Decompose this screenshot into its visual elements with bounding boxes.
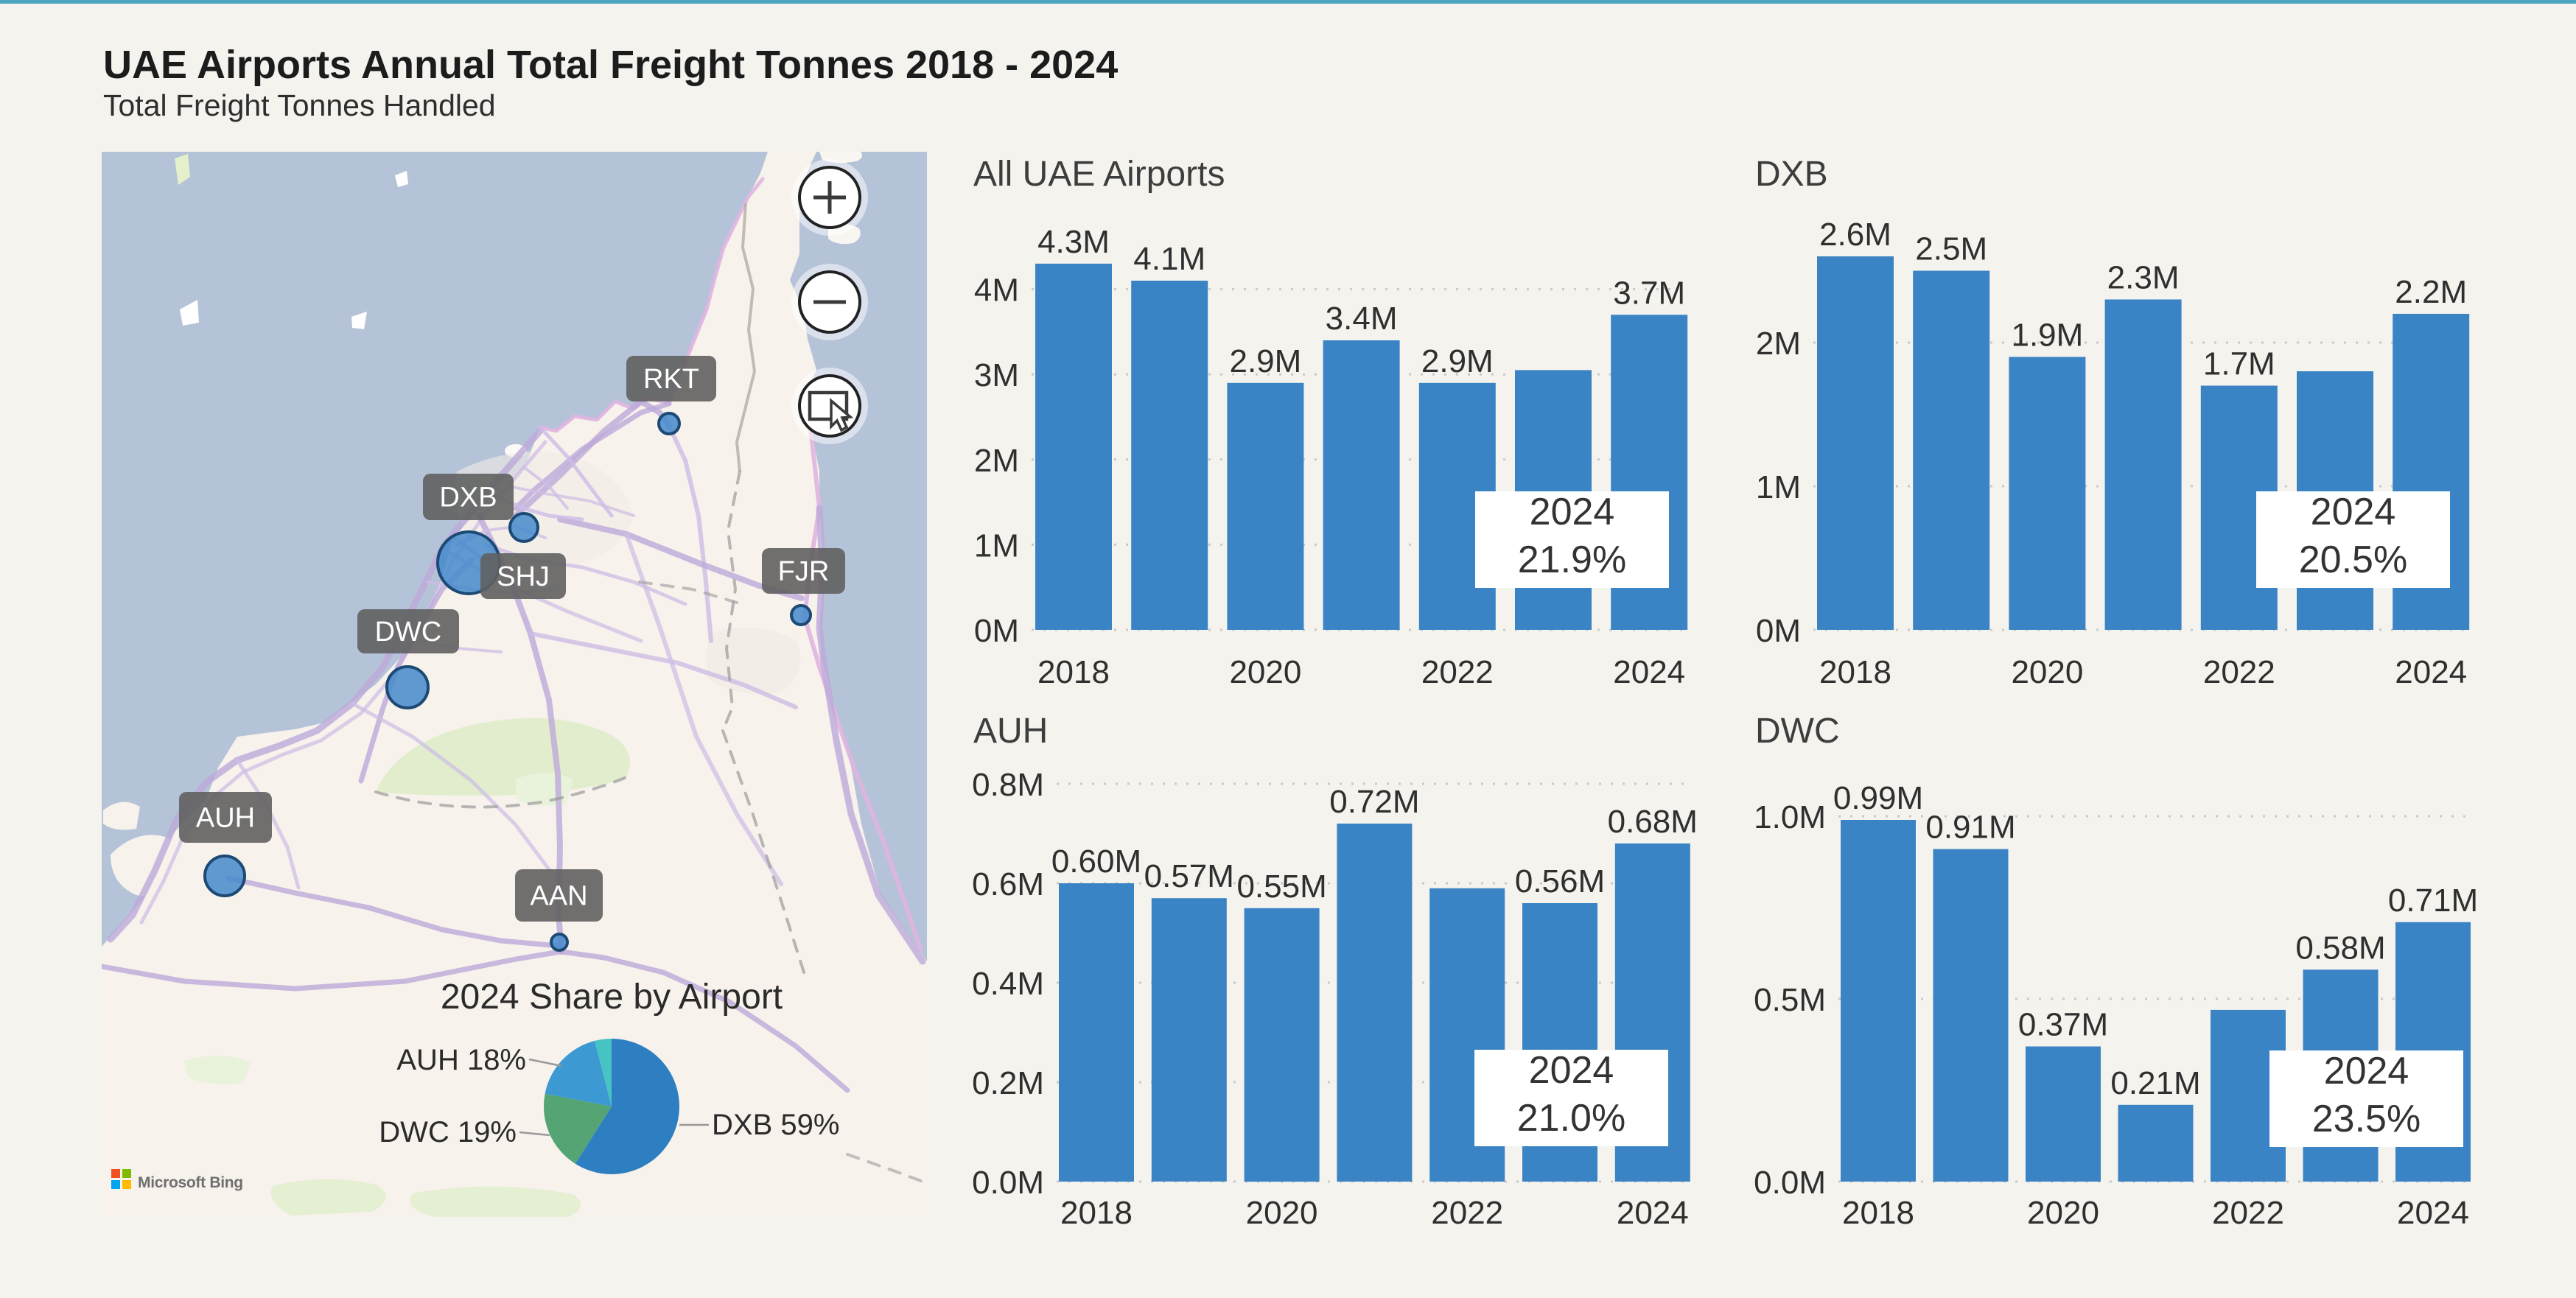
svg-text:0.99M: 0.99M [1833,780,1923,816]
svg-text:2024: 2024 [2311,491,2396,533]
svg-text:1.9M: 1.9M [2011,318,2083,354]
svg-text:2024: 2024 [1529,1049,1614,1092]
svg-text:RKT: RKT [643,364,699,395]
svg-text:0.71M: 0.71M [2388,883,2478,919]
svg-text:AAN: AAN [530,881,587,912]
svg-text:UAE Airports Annual Total Frei: UAE Airports Annual Total Freight Tonnes… [103,43,1118,87]
svg-text:4M: 4M [974,273,1019,309]
svg-text:2.2M: 2.2M [2395,274,2467,310]
svg-text:0.2M: 0.2M [972,1065,1044,1101]
svg-text:2020: 2020 [1229,654,1301,690]
svg-text:2018: 2018 [1819,654,1891,690]
svg-text:DXB 59%: DXB 59% [712,1109,839,1141]
svg-text:0.68M: 0.68M [1608,804,1698,840]
svg-text:2020: 2020 [2027,1195,2099,1231]
svg-text:2024: 2024 [1617,1195,1689,1231]
svg-text:2M: 2M [974,443,1019,479]
svg-text:0.21M: 0.21M [2110,1065,2200,1101]
svg-text:2024: 2024 [2324,1050,2409,1092]
svg-text:0.58M: 0.58M [2295,930,2385,966]
svg-text:0.0M: 0.0M [972,1165,1044,1201]
svg-text:0.6M: 0.6M [972,866,1044,902]
svg-text:AUH: AUH [196,803,255,834]
svg-text:FJR: FJR [778,556,830,587]
svg-text:0.5M: 0.5M [1754,982,1826,1018]
svg-text:SHJ: SHJ [497,561,550,592]
svg-text:1M: 1M [1756,469,1801,505]
svg-text:2022: 2022 [2212,1195,2284,1231]
svg-text:2018: 2018 [1037,654,1110,690]
svg-text:2.9M: 2.9M [1421,343,1494,379]
svg-text:0.4M: 0.4M [972,966,1044,1002]
svg-text:21.9%: 21.9% [1518,539,1626,581]
svg-text:2.3M: 2.3M [2107,260,2180,296]
svg-text:1.0M: 1.0M [1754,799,1826,835]
svg-text:23.5%: 23.5% [2312,1098,2421,1140]
svg-text:2018: 2018 [1842,1195,1914,1231]
svg-text:2M: 2M [1756,326,1801,362]
svg-text:0.60M: 0.60M [1051,843,1141,880]
svg-text:3M: 3M [974,357,1019,393]
svg-text:DXB: DXB [439,483,497,513]
svg-text:2024 Share by Airport: 2024 Share by Airport [441,978,783,1017]
svg-text:2022: 2022 [1421,654,1494,690]
svg-text:Total Freight Tonnes Handled: Total Freight Tonnes Handled [103,88,496,122]
svg-text:DWC 19%: DWC 19% [379,1116,517,1148]
svg-text:4.3M: 4.3M [1037,224,1110,260]
svg-text:2018: 2018 [1060,1195,1133,1231]
svg-text:1M: 1M [974,527,1019,564]
svg-text:0.72M: 0.72M [1329,784,1419,820]
svg-text:2024: 2024 [2397,1195,2469,1231]
svg-text:2.5M: 2.5M [1915,231,1987,267]
svg-text:2.6M: 2.6M [1819,217,1891,253]
svg-text:0.0M: 0.0M [1754,1165,1826,1201]
svg-text:4.1M: 4.1M [1133,241,1205,277]
svg-text:DWC: DWC [1755,712,1840,751]
svg-text:DXB: DXB [1755,155,1828,194]
svg-text:0.56M: 0.56M [1515,863,1605,899]
svg-text:AUH 18%: AUH 18% [396,1044,526,1076]
svg-text:DWC: DWC [375,617,442,648]
svg-text:0.57M: 0.57M [1144,858,1234,894]
svg-text:0.55M: 0.55M [1236,869,1326,905]
svg-text:All UAE Airports: All UAE Airports [973,155,1225,194]
svg-text:20.5%: 20.5% [2299,539,2407,581]
svg-text:2024: 2024 [1613,654,1685,690]
svg-text:0M: 0M [1756,613,1801,649]
svg-text:21.0%: 21.0% [1517,1097,1625,1140]
svg-text:2024: 2024 [2395,654,2467,690]
svg-text:2.9M: 2.9M [1229,343,1301,379]
svg-text:0.37M: 0.37M [2018,1007,2108,1043]
svg-text:2022: 2022 [1431,1195,1503,1231]
svg-text:2020: 2020 [2011,654,2083,690]
svg-text:2020: 2020 [1246,1195,1318,1231]
svg-text:3.4M: 3.4M [1326,301,1398,337]
svg-text:Microsoft Bing: Microsoft Bing [138,1174,243,1191]
svg-text:2024: 2024 [1530,491,1615,533]
svg-text:0M: 0M [974,613,1019,649]
svg-text:0.91M: 0.91M [1925,810,2015,846]
svg-text:2022: 2022 [2203,654,2275,690]
svg-text:1.7M: 1.7M [2203,346,2275,382]
svg-text:0.8M: 0.8M [972,767,1044,803]
svg-text:3.7M: 3.7M [1613,275,1685,311]
svg-text:AUH: AUH [973,712,1048,751]
